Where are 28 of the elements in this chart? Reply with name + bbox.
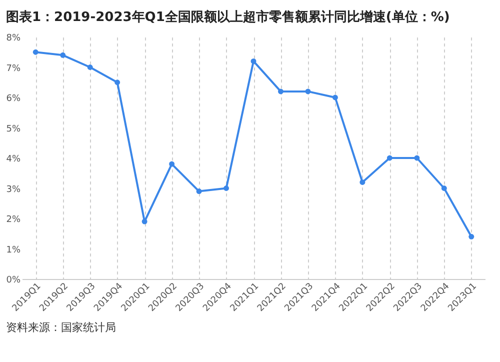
point xyxy=(250,58,256,64)
y-tick-label: 1% xyxy=(6,245,21,256)
y-tick-label: 4% xyxy=(6,154,21,164)
point xyxy=(468,234,474,240)
point xyxy=(142,218,148,224)
point xyxy=(360,179,366,185)
y-tick-label: 5% xyxy=(6,124,21,134)
point xyxy=(386,155,392,161)
point xyxy=(332,94,338,100)
point xyxy=(114,80,120,86)
y-tick-label: 7% xyxy=(6,64,21,74)
point xyxy=(414,155,420,161)
text: 资料来源：国家统计局 xyxy=(5,320,117,336)
point xyxy=(441,186,447,191)
y-tick-label: 3% xyxy=(6,184,21,195)
chart-title: 图表1：2019-2023年Q1全国限额以上超市零售额累计同比增速(单位：%) xyxy=(5,8,451,27)
point xyxy=(169,161,175,167)
point xyxy=(196,188,202,194)
point xyxy=(32,49,38,55)
point xyxy=(305,88,311,94)
point xyxy=(60,52,66,58)
y-tick-label: 8% xyxy=(6,34,21,44)
point xyxy=(224,186,230,191)
point xyxy=(87,64,93,70)
y-tick-label: 0% xyxy=(6,276,21,286)
y-tick-label: 2% xyxy=(6,215,21,225)
y-tick-label: 6% xyxy=(6,94,21,104)
point xyxy=(278,88,284,94)
